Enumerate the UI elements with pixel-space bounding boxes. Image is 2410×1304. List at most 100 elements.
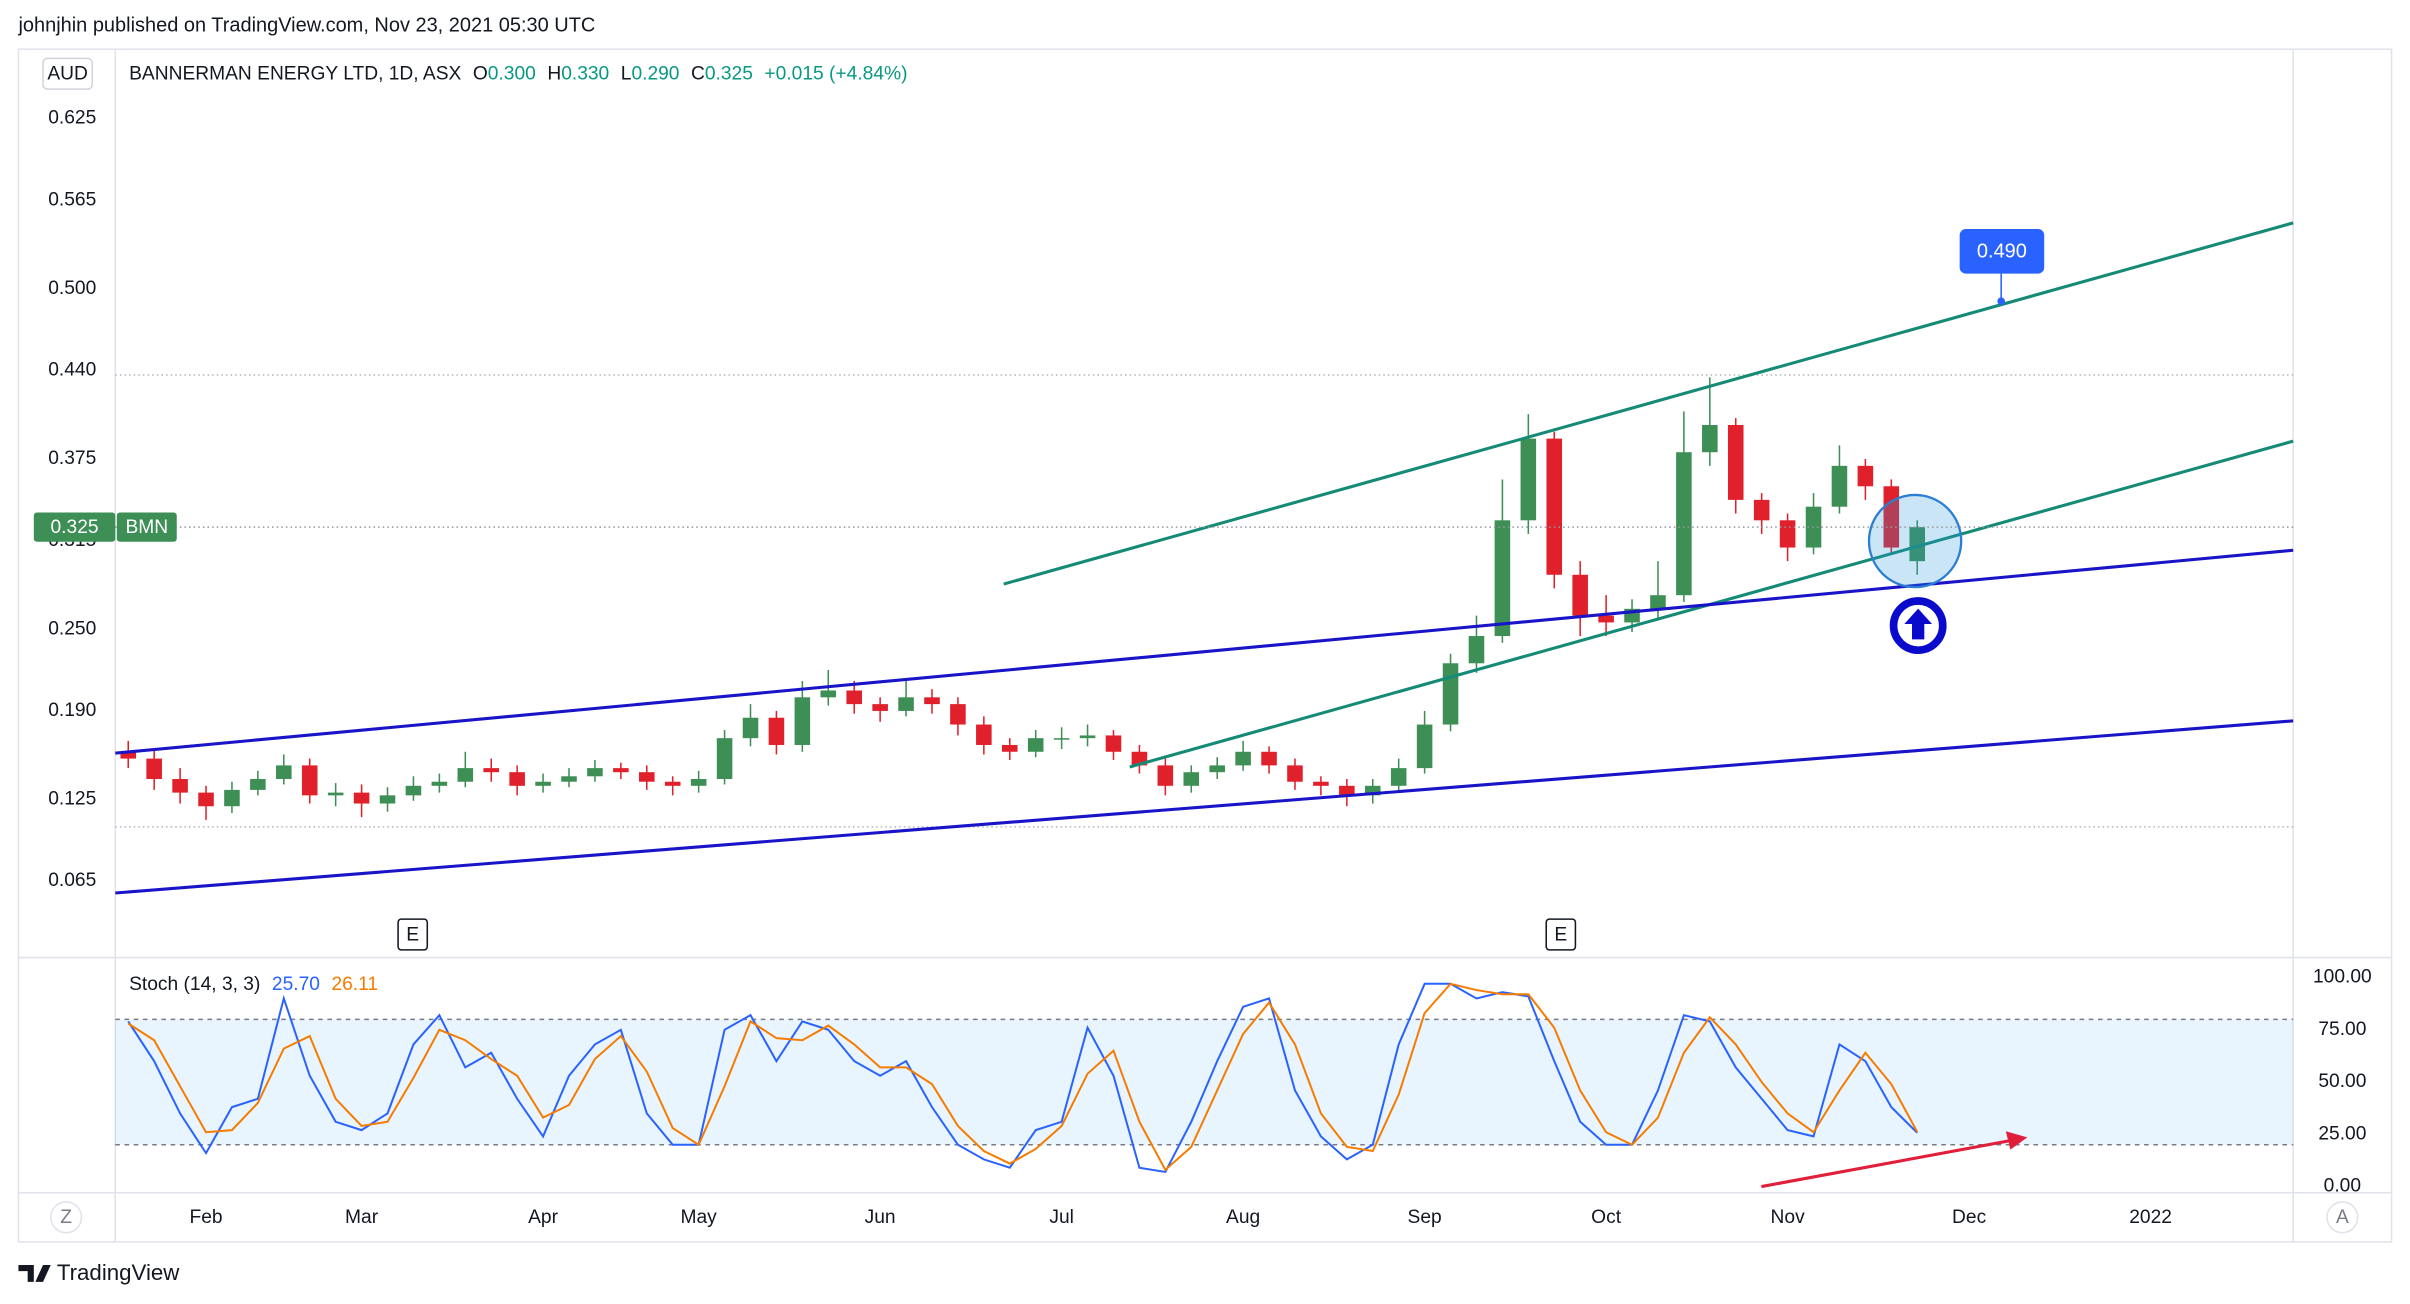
candle-body bbox=[1727, 424, 1744, 500]
earnings-label[interactable]: E bbox=[1554, 924, 1567, 945]
annotation-arrow[interactable] bbox=[1761, 1137, 2020, 1189]
candle-body bbox=[1339, 785, 1355, 796]
candle-body bbox=[431, 781, 448, 786]
x-tick-label: Dec bbox=[1952, 1207, 1987, 1228]
candle-body bbox=[898, 697, 914, 711]
symbol-title: BANNERMAN ENERGY LTD, 1D, ASX bbox=[129, 64, 461, 85]
candle-body bbox=[1027, 738, 1044, 752]
earnings-marker[interactable] bbox=[1545, 918, 1577, 951]
stoch-k-label: 25.70 bbox=[272, 974, 320, 995]
quote-change: +0.015 (+4.84%) bbox=[764, 64, 907, 85]
y-tick-label: 0.065 bbox=[48, 870, 96, 891]
candle-body bbox=[950, 704, 966, 725]
candle-body bbox=[1001, 744, 1018, 752]
candle-body bbox=[1053, 738, 1070, 740]
candle-body bbox=[924, 697, 940, 705]
x-tick-label: May bbox=[681, 1207, 718, 1228]
candle-body bbox=[613, 768, 629, 773]
y-tick-label: 0.250 bbox=[48, 618, 96, 639]
scale-button[interactable] bbox=[2326, 1201, 2359, 1234]
candle-body bbox=[198, 792, 214, 807]
published-line: johnjhin published on TradingView.com, N… bbox=[17, 14, 595, 36]
candle-body bbox=[172, 779, 188, 793]
candle-body bbox=[664, 781, 681, 786]
candle-body bbox=[1909, 527, 1926, 562]
candle-body bbox=[405, 785, 422, 796]
candle-body bbox=[1753, 499, 1770, 521]
x-tick-label: Sep bbox=[1408, 1207, 1442, 1228]
x-tick-label: Jul bbox=[1049, 1207, 1074, 1228]
candle-body bbox=[1883, 486, 1900, 548]
scale-button[interactable] bbox=[49, 1201, 83, 1234]
highlight-circle[interactable] bbox=[1867, 493, 1963, 589]
stoch-legend: Stoch (14, 3, 3) 25.70 26.11 bbox=[129, 974, 378, 995]
candle-body bbox=[872, 704, 888, 711]
candle-body bbox=[1598, 615, 1614, 623]
y2-tick-label: 25.00 bbox=[2318, 1123, 2366, 1144]
candle-body bbox=[1209, 765, 1225, 773]
callout-box[interactable] bbox=[1959, 229, 2045, 274]
footer-brand: TradingView bbox=[57, 1260, 180, 1285]
candle-body bbox=[1546, 438, 1563, 575]
earnings-label[interactable]: E bbox=[406, 924, 419, 945]
candle-body bbox=[276, 765, 292, 780]
candle-body bbox=[976, 724, 992, 745]
candle-body bbox=[820, 690, 837, 698]
candle-body bbox=[1079, 735, 1096, 739]
quote-key: C bbox=[691, 64, 705, 85]
candle-body bbox=[768, 717, 785, 745]
y-tick-label: 0.565 bbox=[48, 189, 96, 210]
candle-body bbox=[1831, 465, 1848, 507]
symbol-label: BMN bbox=[125, 517, 168, 538]
scale-button-label[interactable]: Z bbox=[60, 1207, 72, 1228]
x-tick-label: Mar bbox=[345, 1207, 379, 1228]
candle-body bbox=[639, 772, 655, 782]
stochastic-pane bbox=[115, 982, 2294, 1174]
candle-body bbox=[1105, 735, 1122, 752]
callout-dot bbox=[1997, 297, 2006, 306]
candle-body bbox=[1390, 768, 1407, 786]
candle-body bbox=[1364, 785, 1381, 796]
quote-value: 0.330 bbox=[561, 64, 609, 85]
candle-body bbox=[1416, 724, 1433, 769]
y-tick-label: 0.190 bbox=[48, 700, 96, 721]
y-tick-label: 0.375 bbox=[48, 448, 96, 469]
candle-body bbox=[716, 738, 733, 780]
quote-key: O bbox=[473, 64, 488, 85]
x-tick-label: Oct bbox=[1591, 1207, 1622, 1228]
x-tick-label: Apr bbox=[528, 1207, 558, 1228]
stoch-band bbox=[115, 1019, 2294, 1145]
candle-body bbox=[483, 768, 500, 773]
candle-body bbox=[846, 690, 862, 705]
candle-body bbox=[1442, 663, 1459, 725]
last-price-tag bbox=[33, 512, 116, 542]
earnings-marker[interactable] bbox=[397, 918, 429, 951]
candle-body bbox=[1676, 452, 1692, 596]
candle-body bbox=[587, 768, 603, 777]
logo bbox=[18, 1264, 51, 1282]
candle-body bbox=[1468, 636, 1485, 664]
quote-value: 0.325 bbox=[705, 64, 753, 85]
callout-label[interactable]: 0.490 bbox=[1977, 240, 2027, 262]
currency[interactable]: AUD bbox=[47, 64, 88, 85]
candle-body bbox=[535, 781, 551, 786]
currency-box[interactable] bbox=[42, 57, 93, 90]
candle-body bbox=[1183, 772, 1200, 786]
candle-body bbox=[301, 765, 318, 796]
y-tick-label: 0.125 bbox=[48, 789, 96, 810]
y2-tick-label: 50.00 bbox=[2318, 1071, 2366, 1092]
trend-line[interactable] bbox=[1003, 221, 2294, 586]
candle-body bbox=[1650, 595, 1666, 609]
candle-body bbox=[1261, 751, 1277, 766]
y2-tick-label: 100.00 bbox=[2313, 967, 2372, 988]
candle-body bbox=[690, 779, 707, 786]
y2-tick-label: 75.00 bbox=[2318, 1019, 2366, 1040]
candle-body bbox=[379, 795, 396, 804]
quote-key: L bbox=[621, 64, 632, 85]
y-tick-label: 0.500 bbox=[48, 278, 96, 299]
trend-line[interactable] bbox=[115, 719, 2294, 895]
scale-button-label[interactable]: A bbox=[2336, 1207, 2349, 1228]
candle-body bbox=[146, 758, 162, 780]
